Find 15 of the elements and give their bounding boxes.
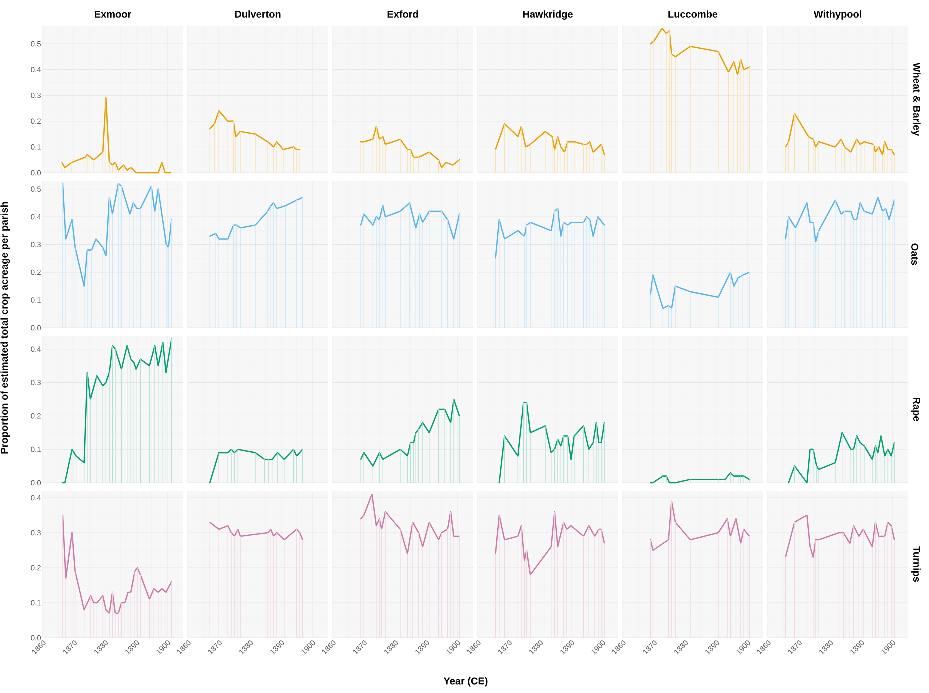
text: Oats — [912, 244, 919, 266]
text: Rape — [912, 398, 920, 422]
chart-title: Exford — [388, 10, 418, 18]
x-axis-title: Year (CE) — [444, 677, 488, 687]
chart-title: Hawkridge — [523, 10, 573, 20]
text: Wheat & Barley — [912, 62, 921, 136]
line-series — [62, 338, 172, 484]
line-series — [62, 183, 172, 288]
line-series — [62, 514, 172, 614]
y-axis-title: Proportion of estimated total crop acreage per parish — [0, 202, 10, 454]
chart-title: Dulverton — [235, 10, 281, 18]
text: Turnips — [912, 546, 921, 582]
chart-title: Withypool — [814, 10, 862, 20]
chart-title: Exmoor — [95, 10, 132, 18]
chart-title: Luccombe — [668, 10, 718, 18]
